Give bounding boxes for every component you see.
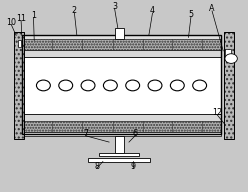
- Text: 10: 10: [6, 18, 16, 26]
- Bar: [22, 121, 221, 132]
- Bar: [225, 49, 231, 57]
- Circle shape: [193, 80, 207, 91]
- Text: 3: 3: [112, 2, 117, 11]
- Bar: [22, 35, 221, 39]
- Bar: [22, 132, 221, 136]
- Bar: [18, 40, 21, 47]
- Circle shape: [148, 80, 162, 91]
- Text: 2: 2: [72, 6, 77, 15]
- Circle shape: [59, 80, 73, 91]
- Text: 6: 6: [133, 129, 138, 138]
- Bar: [22, 39, 221, 50]
- Bar: [224, 32, 234, 139]
- Circle shape: [103, 80, 117, 91]
- Circle shape: [170, 80, 184, 91]
- Text: 11: 11: [16, 14, 26, 23]
- Circle shape: [126, 80, 140, 91]
- Bar: [115, 136, 124, 153]
- Text: 5: 5: [188, 10, 193, 19]
- Bar: [22, 57, 221, 114]
- Circle shape: [81, 80, 95, 91]
- Bar: [115, 28, 124, 39]
- Bar: [224, 32, 234, 139]
- Text: A: A: [209, 4, 215, 13]
- Bar: [14, 32, 24, 139]
- Circle shape: [36, 80, 50, 91]
- Text: 9: 9: [130, 162, 135, 170]
- Text: 12: 12: [212, 108, 222, 117]
- Bar: [14, 32, 24, 139]
- Text: 4: 4: [150, 6, 155, 15]
- Bar: [22, 35, 221, 134]
- Text: 1: 1: [31, 11, 36, 20]
- Text: 8: 8: [94, 162, 99, 170]
- Circle shape: [225, 54, 237, 63]
- Bar: [22, 50, 221, 57]
- Bar: [88, 158, 150, 162]
- Bar: [99, 153, 139, 156]
- Text: 7: 7: [83, 129, 88, 138]
- Bar: [22, 114, 221, 121]
